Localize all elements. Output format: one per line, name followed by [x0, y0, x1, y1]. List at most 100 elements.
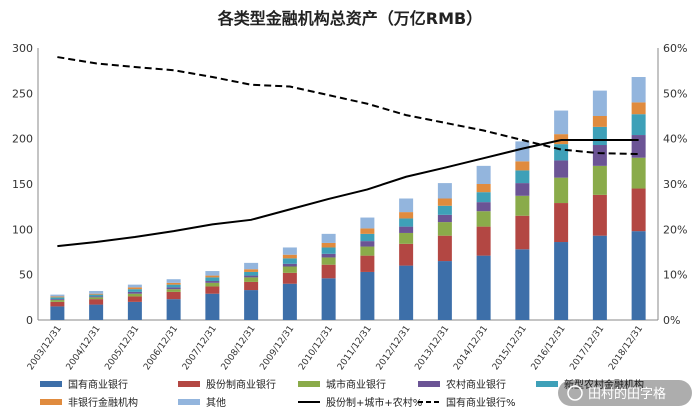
- bar-segment: [89, 297, 104, 300]
- bar-segment: [515, 195, 530, 216]
- bar-segment: [282, 258, 297, 264]
- y-tick-label: 100: [12, 223, 33, 236]
- bar-segment: [515, 141, 530, 162]
- bar-segment: [205, 281, 220, 283]
- x-tick-label: 2018/12/31: [607, 324, 645, 372]
- bar-segment: [166, 287, 181, 290]
- y2-tick-label: 10%: [663, 269, 687, 282]
- x-tick-label: 2017/12/31: [568, 324, 606, 372]
- bar-segment: [282, 263, 297, 267]
- bar-segment: [476, 226, 491, 256]
- legend-label: 城市商业银行: [326, 378, 386, 391]
- legend-label: 农村商业银行: [446, 378, 506, 391]
- bar-segment: [554, 177, 569, 204]
- x-tick-label: 2011/12/31: [336, 324, 374, 372]
- legend-swatch: [40, 399, 62, 405]
- bar-segment: [321, 247, 336, 254]
- x-tick-label: 2012/12/31: [375, 324, 413, 372]
- bar-segment: [399, 265, 414, 320]
- bar-segment: [592, 116, 607, 127]
- bar-segment: [592, 90, 607, 116]
- x-tick-label: 2013/12/31: [413, 324, 451, 372]
- x-tick-label: 2004/12/31: [65, 324, 103, 372]
- bar-segment: [321, 233, 336, 243]
- legend-label: 股份制商业银行: [206, 378, 276, 391]
- legend: 国有商业银行 股份制商业银行 城市商业银行 农村商业银行 新型农村金融机构非银行金融机构…: [40, 378, 644, 409]
- chart-title: 各类型金融机构总资产（万亿RMB）: [217, 9, 482, 28]
- bar-segment: [282, 247, 297, 255]
- bar-segment: [50, 299, 65, 301]
- bar-segment: [166, 279, 181, 283]
- bar-segment: [50, 297, 65, 300]
- bar-segment: [205, 277, 220, 282]
- y2-tick-label: 60%: [663, 42, 687, 55]
- bar-segment: [592, 126, 607, 146]
- x-tick-label: 2016/12/31: [530, 324, 568, 372]
- bar-segment: [50, 306, 65, 320]
- bar-segment: [554, 242, 569, 320]
- series-line: [57, 139, 639, 248]
- series-line: [57, 56, 639, 156]
- bar-segment: [127, 287, 142, 290]
- bar-segment: [592, 145, 607, 166]
- x-tick-label: 2005/12/31: [103, 324, 141, 372]
- bar-segment: [476, 165, 491, 184]
- bar-segment: [437, 183, 452, 199]
- bar-segment: [282, 254, 297, 259]
- y2-tick-label: 40%: [663, 133, 687, 146]
- legend-swatch: [298, 381, 320, 387]
- bar-segment: [321, 264, 336, 279]
- bar-segment: [476, 211, 491, 227]
- bar-segment: [360, 271, 375, 320]
- bar-segment: [399, 218, 414, 227]
- bar-segment: [166, 282, 181, 285]
- x-tick-label: 2007/12/31: [181, 324, 219, 372]
- bar-segment: [50, 300, 65, 302]
- bar-segment: [631, 114, 646, 136]
- bar-segment: [360, 246, 375, 256]
- bar-segment: [476, 255, 491, 320]
- bar-segment: [592, 194, 607, 236]
- watermark-text: 田村的田字格: [588, 386, 666, 402]
- y-tick-label: 250: [12, 87, 33, 100]
- bar-segment: [554, 110, 569, 135]
- y-tick-label: 200: [12, 133, 33, 146]
- bar-segment: [244, 262, 259, 270]
- bar-segment: [515, 161, 530, 171]
- y2-tick-label: 20%: [663, 223, 687, 236]
- bar-segment: [592, 235, 607, 320]
- y-tick-label: 0: [26, 314, 33, 327]
- legend-label: 国有商业银行: [68, 378, 128, 391]
- bar-segment: [244, 277, 259, 282]
- bar-segment: [244, 271, 259, 276]
- bar-segment: [166, 299, 181, 320]
- x-tick-label: 2003/12/31: [26, 324, 64, 372]
- y-tick-label: 300: [12, 42, 33, 55]
- bar-segment: [50, 301, 65, 307]
- bar-segment: [515, 183, 530, 196]
- legend-swatch: [178, 381, 200, 387]
- y2-tick-label: 50%: [663, 87, 687, 100]
- bar-segment: [515, 249, 530, 320]
- bar-segment: [282, 266, 297, 273]
- bar-segment: [399, 198, 414, 213]
- legend-label: 非银行金融机构: [68, 396, 138, 409]
- bar-segment: [166, 289, 181, 292]
- bar-segment: [631, 102, 646, 115]
- bar-segment: [437, 261, 452, 320]
- bar-segment: [205, 282, 220, 287]
- bar-segment: [205, 293, 220, 320]
- bar-segment: [205, 275, 220, 278]
- bar-segment: [399, 212, 414, 219]
- x-tick-label: 2010/12/31: [297, 324, 335, 372]
- bar-segment: [166, 291, 181, 300]
- lines: [57, 56, 639, 248]
- bar-segment: [321, 257, 336, 265]
- y-tick-label: 50: [19, 269, 33, 282]
- bar-segment: [476, 192, 491, 203]
- bar-segment: [554, 144, 569, 161]
- bar-segment: [89, 304, 104, 320]
- bar-segment: [89, 294, 104, 297]
- bar-segment: [244, 269, 259, 272]
- axes: 0 50 100 150 200 250 300 0% 10% 20% 30% 40% 50% 60% 20…: [12, 42, 687, 372]
